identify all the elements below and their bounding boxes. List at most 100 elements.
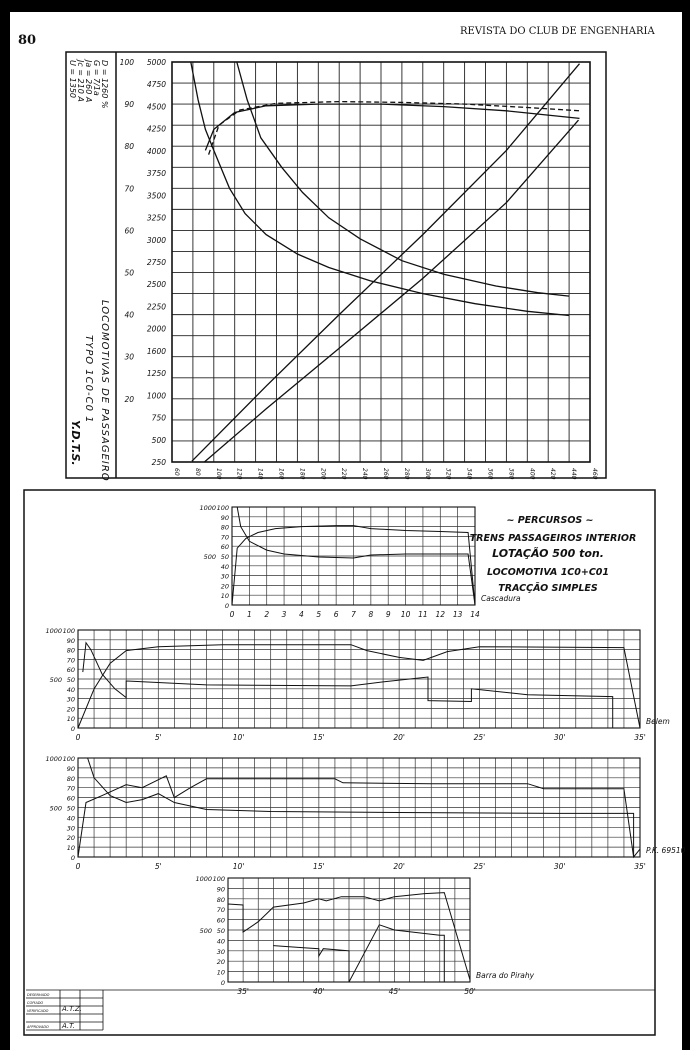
y-tick-label: 50 — [217, 927, 225, 935]
y-tick-label: 1000 — [147, 391, 166, 400]
x-tick-label: 320 — [445, 468, 452, 480]
y-tick-label-secondary: 1000 — [195, 875, 212, 883]
svg-text:LOTAÇÃO 500 ton.: LOTAÇÃO 500 ton. — [492, 547, 604, 560]
y-tick-label: 30 — [67, 824, 75, 832]
x-tick-label: 35' — [237, 987, 249, 996]
y-tick-label: 60 — [67, 795, 75, 803]
series-current — [273, 924, 445, 983]
x-tick-label: 10' — [233, 733, 245, 742]
y-tick-label: 40 — [221, 563, 229, 571]
x-tick-label: 120 — [236, 468, 243, 480]
title-block-initials: A.T. — [61, 1022, 75, 1030]
x-tick-label: 340 — [466, 468, 473, 480]
y-tick-label-secondary: 1000 — [45, 755, 62, 763]
terminal-station-label: Cascadura — [481, 594, 521, 603]
series-curve-b — [236, 61, 570, 297]
x-tick-label: 30' — [554, 862, 566, 871]
x-tick-label: 25' — [474, 862, 486, 871]
y-tick-label: 10 — [67, 715, 75, 723]
x-tick-label: 380 — [507, 468, 514, 480]
y-tick-label: 60 — [217, 917, 225, 925]
y-tick-label: 3750 — [147, 169, 166, 178]
chart-title-line2: TYPO 1C0-C0 1 — [83, 335, 94, 424]
x-tick-label: 40' — [313, 987, 325, 996]
x-tick-label: 7 — [351, 610, 356, 619]
x-tick-label: 20' — [393, 862, 405, 871]
x-tick-label: 35' — [634, 733, 646, 742]
x-tick-label: 12 — [436, 610, 446, 619]
series-speed — [77, 644, 641, 729]
x-tick-label: 200 — [319, 468, 326, 480]
x-tick-label: 20' — [393, 733, 405, 742]
x-tick-label: 160 — [278, 468, 285, 480]
series-speed — [77, 775, 635, 858]
y-tick-label-secondary: 500 — [200, 927, 212, 935]
journeys-frame — [23, 489, 656, 1036]
x-tick-label: 30' — [554, 733, 566, 742]
scan-border-top — [0, 0, 690, 12]
y-tick-label: 70 — [221, 533, 229, 541]
svg-text:Jc = 210 A: Jc = 210 A — [76, 58, 85, 102]
series-speed — [227, 892, 471, 981]
series-line-a — [191, 63, 580, 462]
y-tick-label: 80 — [67, 775, 75, 783]
svg-text:U = 1350: U = 1350 — [68, 60, 77, 98]
x-tick-label: 13 — [453, 610, 463, 619]
y-tick-label: 100 — [63, 755, 75, 763]
y-tick-label-secondary: 60 — [124, 226, 134, 235]
running-header: REVISTA DO CLUB DE ENGENHARIA — [460, 26, 655, 37]
y-tick-label: 30 — [221, 573, 229, 581]
y-tick-label: 90 — [221, 514, 229, 522]
y-tick-label: 100 — [213, 875, 225, 883]
title-block-initials: A.T.Z. — [61, 1005, 82, 1013]
terminal-station-label: Belem — [646, 717, 670, 726]
x-tick-label: 10' — [233, 862, 245, 871]
x-tick-label: 0 — [230, 610, 235, 619]
plot-border — [77, 629, 641, 729]
x-tick-label: 15' — [313, 862, 325, 871]
y-tick-label: 500 — [152, 436, 167, 445]
y-tick-label: 90 — [67, 765, 75, 773]
y-tick-label: 0 — [71, 725, 75, 733]
svg-text:G = 7/1a: G = 7/1a — [92, 60, 101, 96]
x-tick-label: 15' — [313, 733, 325, 742]
x-tick-label: 9 — [386, 610, 391, 619]
y-tick-label-secondary: 90 — [124, 100, 134, 109]
y-tick-label: 40 — [67, 814, 75, 822]
y-tick-label: 750 — [152, 414, 167, 423]
y-tick-label-secondary: 500 — [50, 805, 62, 813]
y-tick-label: 10 — [67, 844, 75, 852]
y-tick-label: 4250 — [147, 125, 166, 134]
x-tick-label: 0 — [76, 862, 81, 871]
svg-text:TRACÇÃO SIMPLES: TRACÇÃO SIMPLES — [498, 583, 598, 594]
x-tick-label: 180 — [298, 468, 305, 480]
series-current — [82, 641, 614, 728]
plot-border — [77, 757, 641, 858]
y-tick-label: 2750 — [147, 258, 166, 267]
y-tick-label: 20 — [67, 834, 75, 842]
journeys-title: ~ PERCURSOS ~ TRENS PASSAGEIROS INTERIOR… — [470, 515, 637, 594]
y-tick-label: 80 — [67, 647, 75, 655]
x-tick-label: 400 — [528, 468, 535, 480]
x-tick-label: 80 — [194, 468, 201, 476]
plot-border — [171, 61, 591, 463]
y-tick-label: 2250 — [147, 302, 166, 311]
y-tick-label: 60 — [67, 666, 75, 674]
title-block-row: APPROVADO — [26, 1025, 49, 1029]
series-current — [236, 506, 476, 606]
y-tick-label-secondary: 30 — [124, 353, 134, 362]
y-tick-label: 0 — [221, 979, 225, 987]
y-tick-label: 80 — [217, 896, 225, 904]
x-tick-label: 460 — [591, 468, 598, 480]
x-tick-label: 220 — [340, 468, 347, 480]
x-tick-label: 25' — [474, 733, 486, 742]
y-tick-label: 70 — [217, 906, 225, 914]
svg-text:Ja = 260 A: Ja = 260 A — [84, 58, 93, 102]
chart-title-line1: LOCOMOTIVAS DE PASSAGEIRO — [99, 300, 110, 482]
y-tick-label-secondary: 1000 — [199, 504, 216, 512]
drawing-title-block — [26, 989, 655, 1031]
signature: Y.D.T.S. — [69, 420, 82, 466]
x-tick-label: 0 — [76, 733, 81, 742]
